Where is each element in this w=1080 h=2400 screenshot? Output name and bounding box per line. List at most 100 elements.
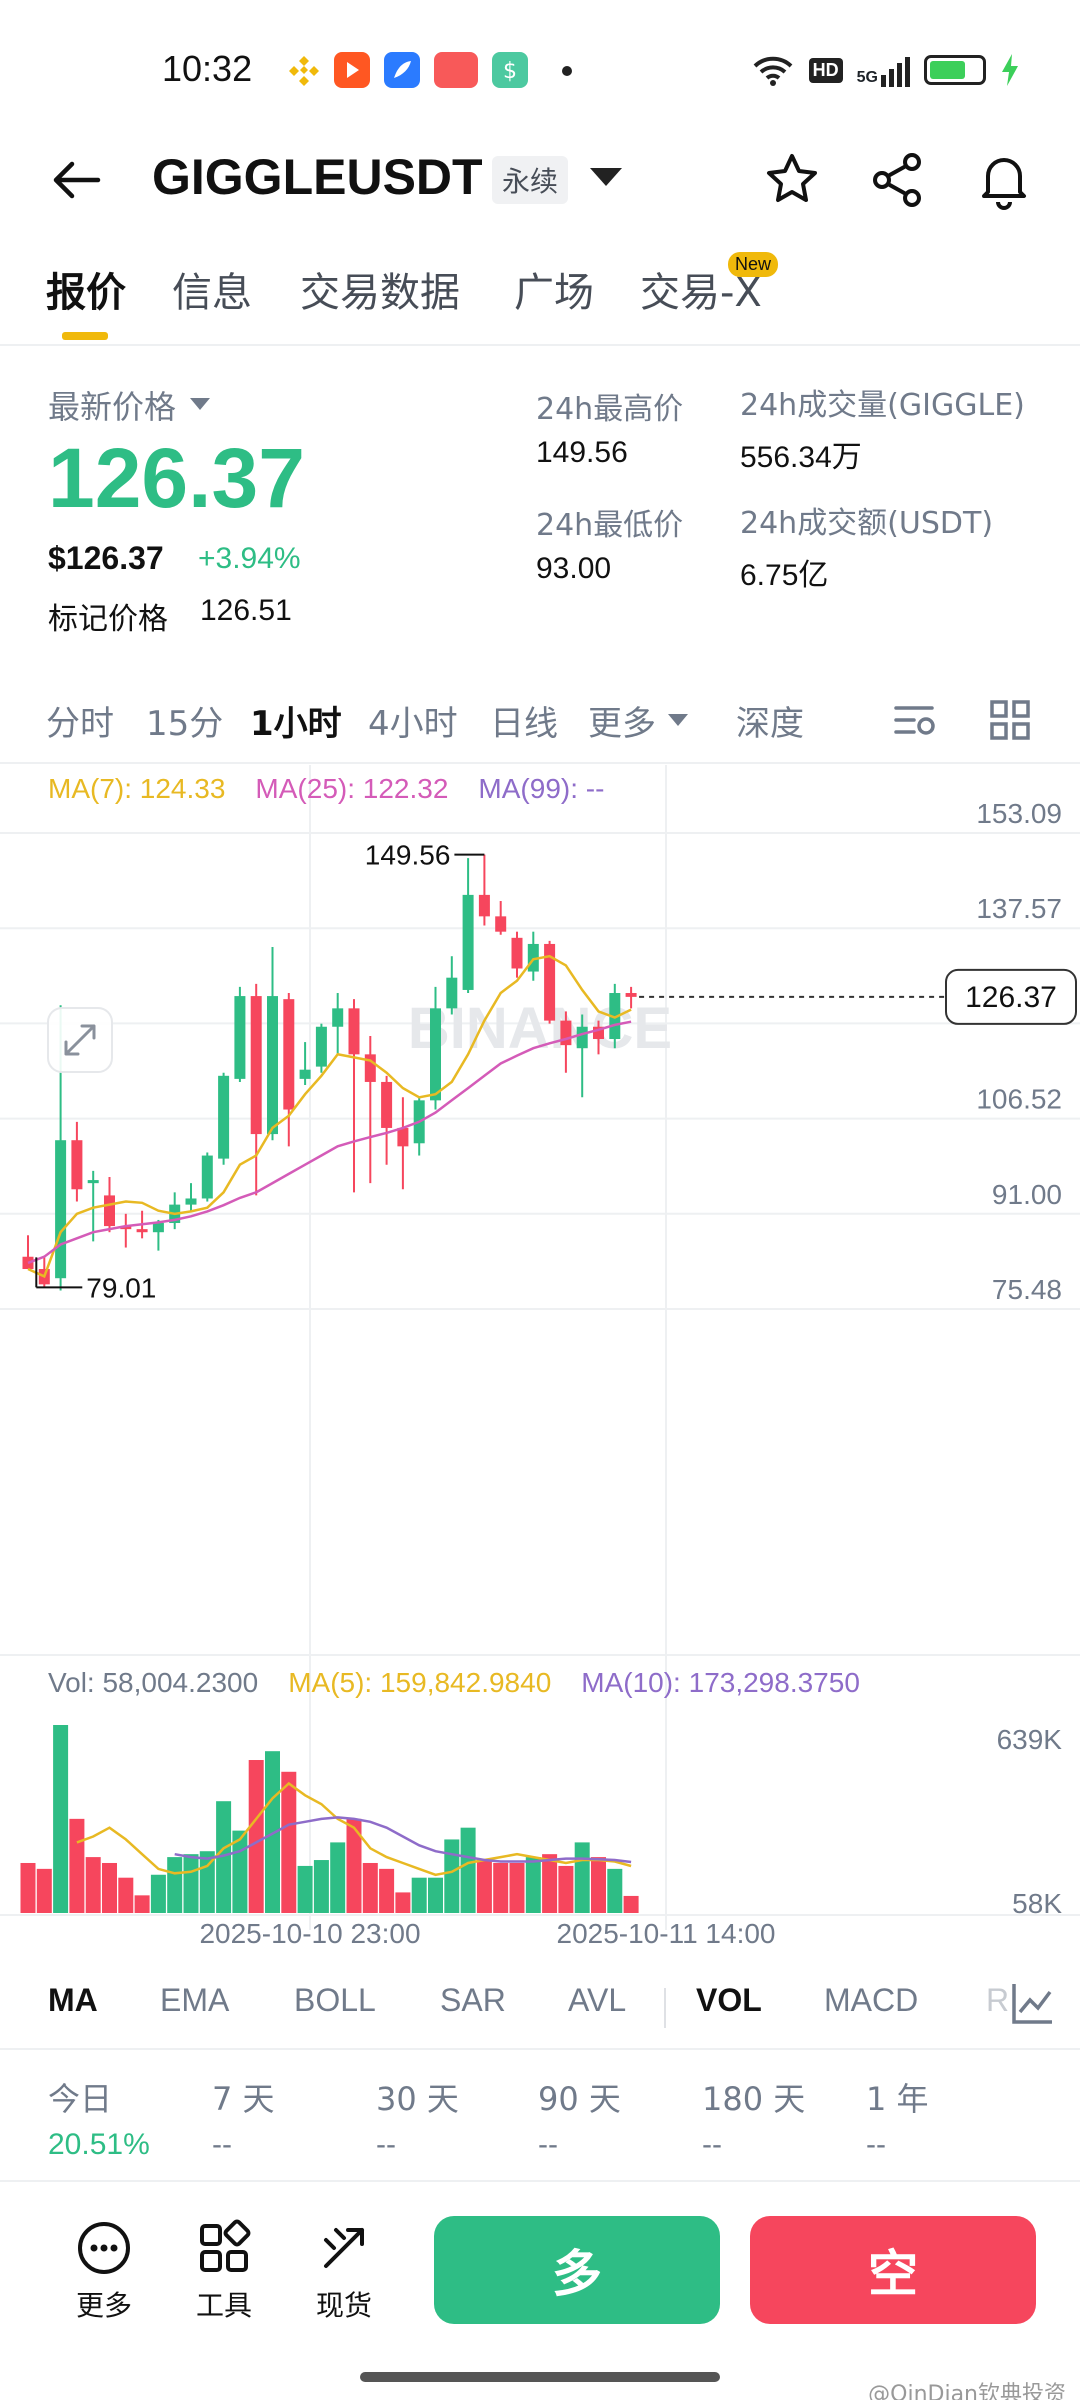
indicator-r[interactable]: R bbox=[986, 1982, 1010, 2018]
indicator-ema[interactable]: EMA bbox=[160, 1982, 230, 2018]
last-price-tag bbox=[945, 968, 1077, 1025]
volume-bar bbox=[476, 1860, 492, 1913]
indicator-boll[interactable]: BOLL bbox=[294, 1982, 376, 2018]
candle bbox=[495, 916, 507, 932]
interval-4h[interactable]: 4小时 bbox=[368, 704, 458, 744]
indicator-separator bbox=[664, 1988, 666, 2028]
volume-bar bbox=[542, 1854, 558, 1913]
period-value: -- bbox=[376, 2128, 396, 2161]
high-24h-value: 149.56 bbox=[536, 436, 628, 469]
volume-bar bbox=[623, 1895, 639, 1913]
x-tick-label: 2025-10-11 14:00 bbox=[557, 1918, 776, 1949]
back-arrow-icon[interactable] bbox=[46, 150, 106, 210]
candle bbox=[283, 999, 295, 1110]
volume-bar bbox=[265, 1751, 280, 1913]
candle bbox=[446, 977, 458, 1009]
volume-bar bbox=[313, 1860, 329, 1913]
period-value: -- bbox=[866, 2128, 886, 2161]
vol-ma10-legend: MA(10): 173,298.3750 bbox=[581, 1667, 860, 1698]
y-tick-label: 153.09 bbox=[976, 798, 1062, 829]
amount-24h-value: 6.75亿 bbox=[740, 559, 829, 592]
indicator-sar[interactable]: SAR bbox=[440, 1982, 506, 2018]
tab-trading-data[interactable]: 交易数据 bbox=[300, 270, 460, 316]
candle bbox=[511, 937, 523, 969]
mark-price-label: 标记价格 bbox=[48, 602, 168, 637]
volume-tick-label: 639K bbox=[997, 1724, 1063, 1755]
expand-chart-icon[interactable] bbox=[47, 1007, 113, 1073]
last-price: 126.37 bbox=[48, 431, 305, 525]
tools-label: 工具 bbox=[195, 2289, 252, 2322]
candle bbox=[527, 943, 539, 972]
star-icon[interactable] bbox=[760, 148, 824, 212]
volume-bar bbox=[411, 1877, 427, 1913]
period-180d: 180 天 -- bbox=[702, 2074, 805, 2162]
tools-grid-icon bbox=[200, 2219, 251, 2272]
indicator-avl[interactable]: AVL bbox=[568, 1982, 627, 2018]
last-price-label[interactable]: 最新价格 bbox=[48, 388, 177, 426]
indicator-settings-icon[interactable] bbox=[1010, 1980, 1056, 2026]
layout-grid-icon[interactable] bbox=[986, 696, 1034, 744]
candle bbox=[478, 894, 490, 917]
chart-canvas[interactable]: 153.09137.57122.05106.5291.0075.48BINANC… bbox=[0, 765, 1080, 1950]
share-icon[interactable] bbox=[866, 148, 930, 212]
vol-ma5-line bbox=[76, 1781, 632, 1877]
interval-daily[interactable]: 日线 bbox=[490, 704, 558, 744]
volume-24h-label: 24h成交量(GIGGLE) bbox=[740, 388, 1025, 423]
tab-trade-x[interactable]: 交易-X bbox=[640, 270, 762, 316]
candle bbox=[136, 1229, 148, 1233]
short-button[interactable]: 空 bbox=[750, 2216, 1036, 2324]
volume-bar bbox=[150, 1874, 166, 1913]
more-button[interactable]: 更多 bbox=[54, 2218, 154, 2324]
tab-info[interactable]: 信息 bbox=[172, 270, 252, 316]
y-tick-label: 75.48 bbox=[992, 1274, 1062, 1305]
volume-bar bbox=[346, 1818, 362, 1913]
tab-square[interactable]: 广场 bbox=[514, 270, 594, 316]
last-price-dropdown-icon[interactable] bbox=[190, 398, 210, 410]
candlestick-chart[interactable]: 153.09137.57122.05106.5291.0075.48BINANC… bbox=[0, 765, 1080, 1950]
tab-quote[interactable]: 报价 bbox=[46, 270, 126, 316]
status-bar: 10:32 $ HD 5G bbox=[0, 0, 1080, 140]
wifi-icon bbox=[753, 56, 793, 86]
indicator-ma[interactable]: MA bbox=[48, 1982, 98, 2018]
bell-icon[interactable] bbox=[972, 148, 1036, 212]
volume-bar bbox=[558, 1865, 574, 1913]
long-button[interactable]: 多 bbox=[434, 2216, 720, 2324]
interval-depth[interactable]: 深度 bbox=[736, 704, 804, 744]
candle bbox=[87, 1180, 99, 1184]
interval-more-caret-icon[interactable] bbox=[668, 714, 688, 726]
hd-badge: HD bbox=[808, 57, 843, 83]
change-percent: +3.94% bbox=[198, 542, 301, 575]
interval-more[interactable]: 更多 bbox=[588, 704, 656, 744]
candle bbox=[120, 1226, 132, 1230]
symbol-dropdown-icon[interactable] bbox=[590, 168, 622, 186]
spot-button[interactable]: 现货 bbox=[294, 2218, 394, 2324]
volume-bar bbox=[460, 1827, 476, 1913]
symbol-title[interactable]: GIGGLEUSDT bbox=[152, 149, 483, 205]
volume-bar bbox=[102, 1862, 117, 1913]
interval-selector: 分时 15分 1小时 4小时 日线 更多 深度 bbox=[0, 680, 1080, 760]
interval-1h[interactable]: 1小时 bbox=[250, 704, 342, 744]
indicator-vol[interactable]: VOL bbox=[696, 1982, 762, 2018]
candle bbox=[462, 894, 474, 990]
ma99-legend: MA(99): -- bbox=[478, 773, 605, 804]
indicator-macd[interactable]: MACD bbox=[824, 1982, 919, 2018]
interval-timeline[interactable]: 分时 bbox=[46, 704, 114, 744]
candle bbox=[267, 996, 278, 1135]
volume-bar bbox=[248, 1760, 264, 1913]
low-24h-value: 93.00 bbox=[536, 552, 612, 585]
chart-settings-icon[interactable] bbox=[892, 696, 940, 744]
usd-price: $126.37 bbox=[48, 540, 164, 576]
volume-bar bbox=[216, 1801, 232, 1913]
candle bbox=[152, 1223, 164, 1233]
tools-button[interactable]: 工具 bbox=[174, 2218, 274, 2324]
status-time: 10:32 bbox=[162, 48, 253, 89]
interval-15m[interactable]: 15分 bbox=[146, 704, 224, 744]
notification-dot bbox=[562, 66, 572, 76]
home-indicator[interactable] bbox=[360, 2372, 720, 2382]
video-app-icon bbox=[334, 52, 370, 88]
candle bbox=[104, 1195, 115, 1227]
mark-price: 126.51 bbox=[200, 594, 292, 627]
charging-icon bbox=[1002, 54, 1018, 86]
volume-bar bbox=[36, 1868, 52, 1913]
contract-type-badge: 永续 bbox=[492, 156, 569, 204]
